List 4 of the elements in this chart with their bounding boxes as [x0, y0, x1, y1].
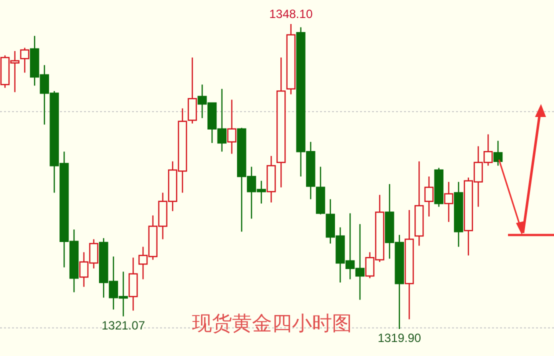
- annotation: 1319.90: [378, 331, 422, 345]
- annotation: 1321.07: [102, 318, 146, 332]
- text: 现货黄金四小时图: [192, 313, 352, 335]
- annotation: 1348.10: [269, 7, 313, 21]
